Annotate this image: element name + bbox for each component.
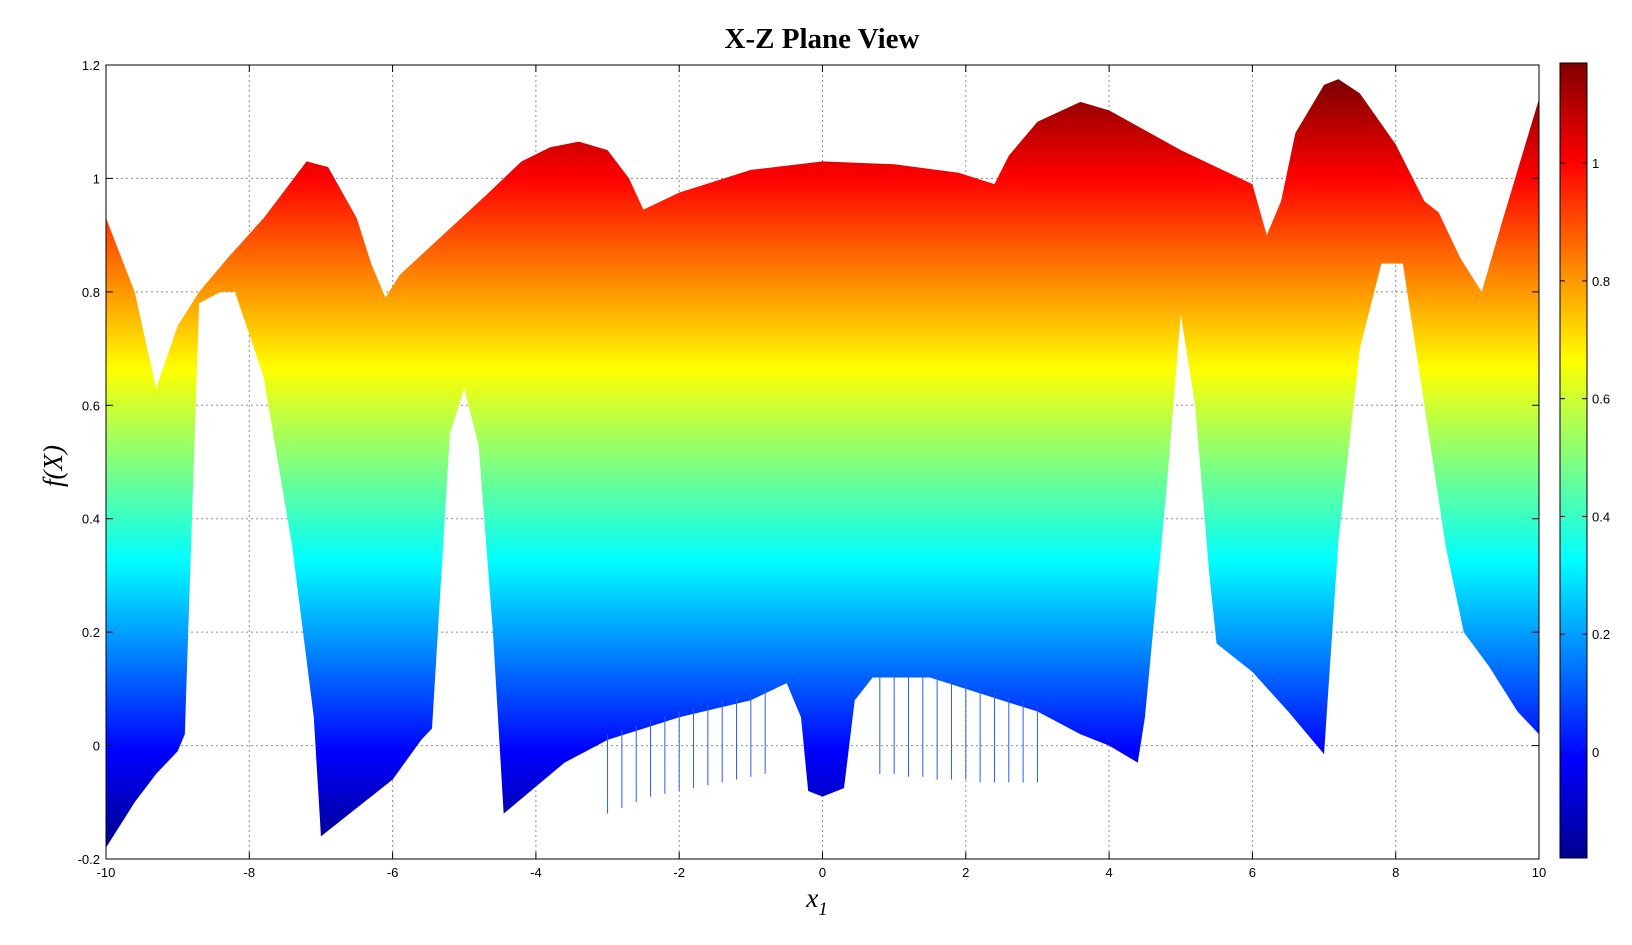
x-tick-label-9: 8 [1392, 865, 1399, 880]
x-tick-label-7: 4 [1105, 865, 1112, 880]
colorbar-tick-label-5: 1 [1592, 156, 1599, 171]
x-tick-label-6: 2 [962, 865, 969, 880]
x-axis-label-text: x [805, 883, 818, 913]
data-surface [106, 79, 1539, 848]
x-tick-label-8: 6 [1249, 865, 1256, 880]
y-tick-group: -0.2 0 0.2 0.4 0.6 0.8 1 1.2 [78, 58, 1539, 867]
chart-title: X-Z Plane View [725, 23, 920, 55]
y-tick-label-2: 0.2 [82, 625, 100, 640]
x-tick-label-0: -10 [97, 865, 116, 880]
x-tick-label-3: -4 [530, 865, 542, 880]
x-tick-label-5: 0 [819, 865, 826, 880]
y-tick-label-5: 0.8 [82, 285, 100, 300]
colorbar-tick-label-0: 0 [1592, 745, 1599, 760]
y-axis-label: f(X) [38, 445, 68, 487]
colorbar [1559, 62, 1588, 859]
x-tick-group: -10 -8 -6 -4 -2 0 2 4 6 8 10 [97, 65, 1546, 880]
colorbar-tick-label-4: 0.8 [1592, 274, 1610, 289]
y-tick-label-4: 0.6 [82, 398, 100, 413]
y-tick-label-6: 1 [93, 171, 100, 186]
x-tick-label-4: -2 [673, 865, 685, 880]
y-tick-label-1: 0 [93, 739, 100, 754]
colorbar-tick-label-1: 0.2 [1592, 627, 1610, 642]
colorbar-tick-label-3: 0.6 [1592, 392, 1610, 407]
x-axis-label: x1 [805, 883, 827, 920]
colorbar-tick-label-2: 0.4 [1592, 509, 1610, 524]
y-tick-label-3: 0.4 [82, 512, 100, 527]
y-tick-label-7: 1.2 [82, 58, 100, 73]
y-tick-label-0: -0.2 [78, 852, 100, 867]
spike-lines [607, 671, 1038, 814]
colorbar-tick-group: 0 0.2 0.4 0.6 0.8 1 [1560, 156, 1610, 760]
x-tick-label-2: -6 [387, 865, 399, 880]
x-tick-label-1: -8 [244, 865, 256, 880]
x-tick-label-10: 10 [1532, 865, 1546, 880]
x-axis-label-subscript: 1 [818, 899, 828, 920]
